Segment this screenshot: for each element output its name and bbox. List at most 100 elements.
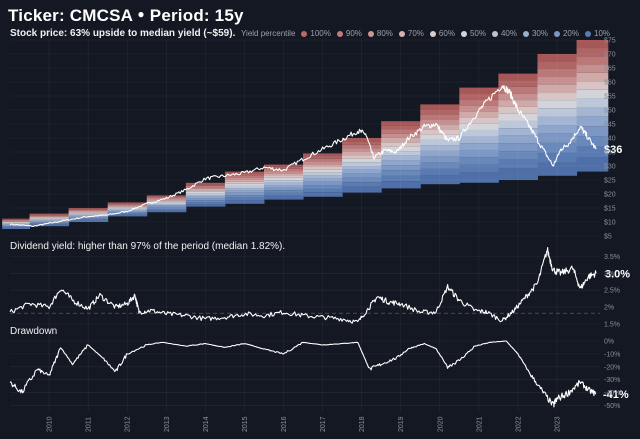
yield-band-segment <box>68 212 109 214</box>
yield-band-segment <box>303 178 343 182</box>
yield-band-segment <box>263 166 304 169</box>
yield-band-segment <box>498 168 538 180</box>
legend-swatch <box>585 30 591 37</box>
yield-band-segment <box>68 208 109 210</box>
drawdown-tick-label: -40% <box>604 390 620 397</box>
yield-band-segment <box>2 227 31 229</box>
price-tick-label: $10 <box>604 220 616 227</box>
yield-band-segment <box>459 117 499 124</box>
yield-band-segment <box>381 155 421 161</box>
yield-band-segment <box>576 89 609 99</box>
yield-series: 3.0% <box>9 247 630 324</box>
yield-band-segment <box>2 221 31 222</box>
price-last-value: $36 <box>604 144 622 156</box>
title-separator: ● <box>137 7 145 21</box>
legend-item: 40% <box>491 29 517 38</box>
yield-band-segment <box>498 159 538 169</box>
yield-band-segment <box>537 133 578 143</box>
legend-label: 60% <box>438 29 455 38</box>
legend-item: 80% <box>367 29 393 38</box>
yield-band-segment <box>342 177 382 183</box>
yield-band-segment <box>420 119 460 125</box>
yield-band-segment <box>29 215 70 216</box>
price-subtitle: Stock price: 63% upside to median yield … <box>10 28 236 39</box>
yield-band-segment <box>263 180 304 183</box>
yield-band-segment <box>420 104 460 110</box>
yield-band-segment <box>498 73 538 81</box>
yield-band-segment <box>420 150 460 157</box>
yield-band-segment <box>459 172 499 183</box>
yield-band-segment <box>68 214 109 216</box>
yield-band-segment <box>498 128 538 136</box>
yield-band-segment <box>576 48 609 57</box>
legend-swatch <box>301 30 308 37</box>
drawdown-panel-title: Drawdown <box>10 326 58 337</box>
yield-band-segment <box>29 220 70 221</box>
yield-band-segment <box>381 142 421 147</box>
yield-band-segment <box>420 168 460 176</box>
legend-label: 100% <box>310 29 331 38</box>
x-tick-label: 2013 <box>164 416 171 432</box>
yield-band-segment <box>420 114 460 120</box>
yield-band-segment <box>420 109 460 115</box>
yield-band-segment <box>420 145 460 151</box>
yield-band-segment <box>263 164 304 167</box>
yield-band-segment <box>146 206 187 208</box>
yield-band-segment <box>498 100 538 107</box>
yield-band-segment <box>420 124 460 130</box>
yield-band-segment <box>303 169 343 173</box>
yield-band-segment <box>303 172 343 176</box>
legend-item: 90% <box>336 29 362 38</box>
x-tick-label: 2021 <box>476 416 483 432</box>
yield-band-segment <box>498 151 538 160</box>
yield-band-segment <box>459 149 499 158</box>
yield-band-segment <box>224 183 265 186</box>
yield-band-segment <box>29 223 70 225</box>
yield-band-segment <box>420 162 460 169</box>
yield-band-segment <box>224 197 265 201</box>
yield-band-segment <box>146 201 187 203</box>
yield-band-segment <box>68 211 109 213</box>
yield-panel-title: Dividend yield: higher than 97% of the p… <box>10 241 286 252</box>
yield-band-segment <box>342 151 382 156</box>
legend-swatch <box>398 30 405 37</box>
yield-band-segment <box>537 76 578 85</box>
price-tick-label: $5 <box>604 234 612 241</box>
yield-band-segment <box>68 219 109 221</box>
yield-last-value: 3.0% <box>605 268 630 280</box>
yield-band-segment <box>342 138 382 142</box>
yield-band-segment <box>576 64 609 73</box>
yield-band-segment <box>185 193 226 196</box>
yield-band-segment <box>342 182 382 187</box>
price-tick-label: $75 <box>604 38 616 45</box>
price-tick-label: $55 <box>604 94 616 101</box>
yield-band-segment <box>342 186 382 193</box>
yield-band-segment <box>381 175 421 182</box>
yield-band-segment <box>576 116 609 127</box>
yield-band-segment <box>2 221 31 223</box>
yield-band-segment <box>2 219 31 221</box>
yield-band-segment <box>537 116 578 126</box>
yield-band-segment <box>537 100 578 109</box>
yield-band-segment <box>498 120 538 129</box>
yield-band-segment <box>459 93 499 100</box>
yield-band-segment <box>146 207 187 209</box>
yield-band-segment <box>498 86 538 94</box>
yield-band-segment <box>224 177 265 180</box>
price-tick-label: $50 <box>604 108 616 115</box>
yield-band-segment <box>107 206 148 208</box>
yield-band-segment <box>146 205 187 207</box>
yield-band-segment <box>342 148 382 152</box>
yield-band-segment <box>381 121 421 126</box>
yield-band-segment <box>2 227 31 228</box>
yield-band-segment <box>29 220 70 222</box>
legend-item: 20% <box>553 29 579 38</box>
yield-band-segment <box>68 208 109 209</box>
yield-band-segment <box>342 166 382 170</box>
yield-band-segment <box>342 141 382 145</box>
yield-band-segment <box>420 139 460 146</box>
legend-swatch <box>460 30 467 37</box>
price-tick-label: $25 <box>604 178 616 185</box>
legend-label: 70% <box>407 29 424 38</box>
yield-line <box>9 247 597 324</box>
